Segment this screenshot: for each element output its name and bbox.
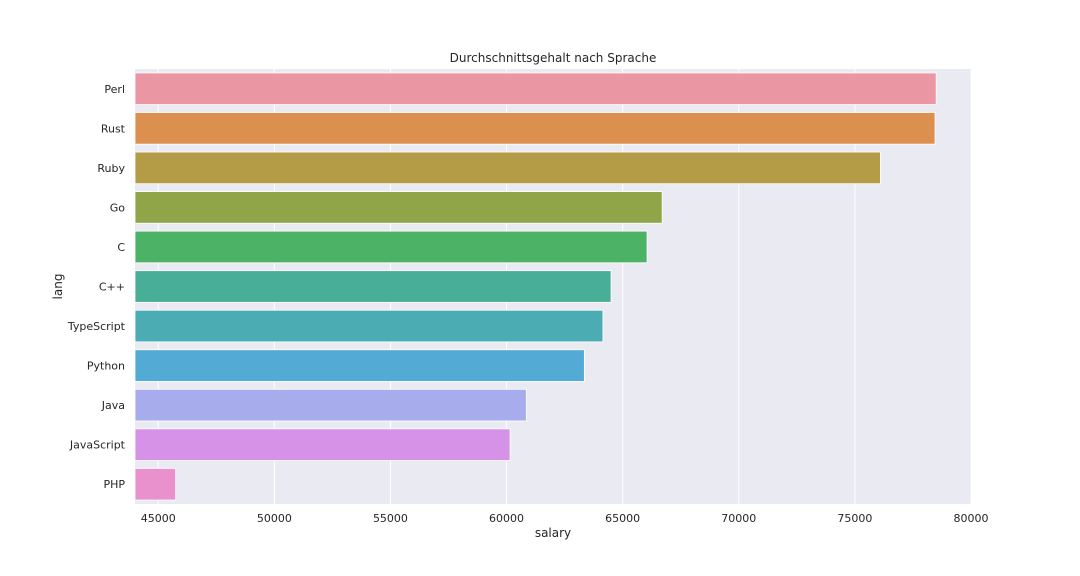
bar-javascript (134, 428, 511, 461)
chart-title: Durchschnittsgehalt nach Sprache (450, 51, 657, 65)
bar-c (134, 230, 648, 264)
y-tick-label: Java (101, 399, 125, 412)
x-axis-label: salary (535, 526, 571, 540)
bar-rust (134, 112, 936, 145)
y-tick-labels: Perl Rust Ruby Go C C++ TypeScript Python Java Ja… (67, 83, 126, 491)
y-tick-label: Go (110, 201, 126, 214)
bar-ruby (134, 151, 881, 185)
bar-go (134, 191, 663, 224)
y-tick-label: Ruby (97, 162, 125, 175)
bar-php (134, 468, 177, 501)
bar-typescript (134, 309, 604, 343)
x-tick-label: 80000 (954, 512, 989, 525)
bar-java (134, 388, 527, 422)
y-tick-label: C (117, 241, 125, 254)
bar-python (134, 349, 585, 382)
y-tick-label: Perl (104, 83, 125, 96)
x-tick-label: 65000 (605, 512, 640, 525)
y-tick-label: Rust (101, 122, 126, 135)
bar-perl (134, 72, 937, 105)
x-tick-label: 55000 (373, 512, 408, 525)
y-tick-label: JavaScript (69, 439, 126, 452)
bar-c- (134, 270, 612, 303)
y-tick-label: PHP (103, 478, 125, 491)
y-tick-label: C++ (99, 281, 125, 294)
y-tick-label: Python (87, 360, 125, 373)
x-tick-label: 70000 (721, 512, 756, 525)
x-tick-label: 75000 (837, 512, 872, 525)
y-tick-label: TypeScript (67, 320, 126, 333)
x-tick-labels: 45000 50000 55000 60000 65000 70000 75000 80000 (141, 512, 989, 525)
x-tick-label: 45000 (141, 512, 176, 525)
bars (134, 72, 937, 501)
x-tick-label: 50000 (257, 512, 292, 525)
x-tick-label: 60000 (489, 512, 524, 525)
y-axis-label: lang (51, 274, 65, 300)
